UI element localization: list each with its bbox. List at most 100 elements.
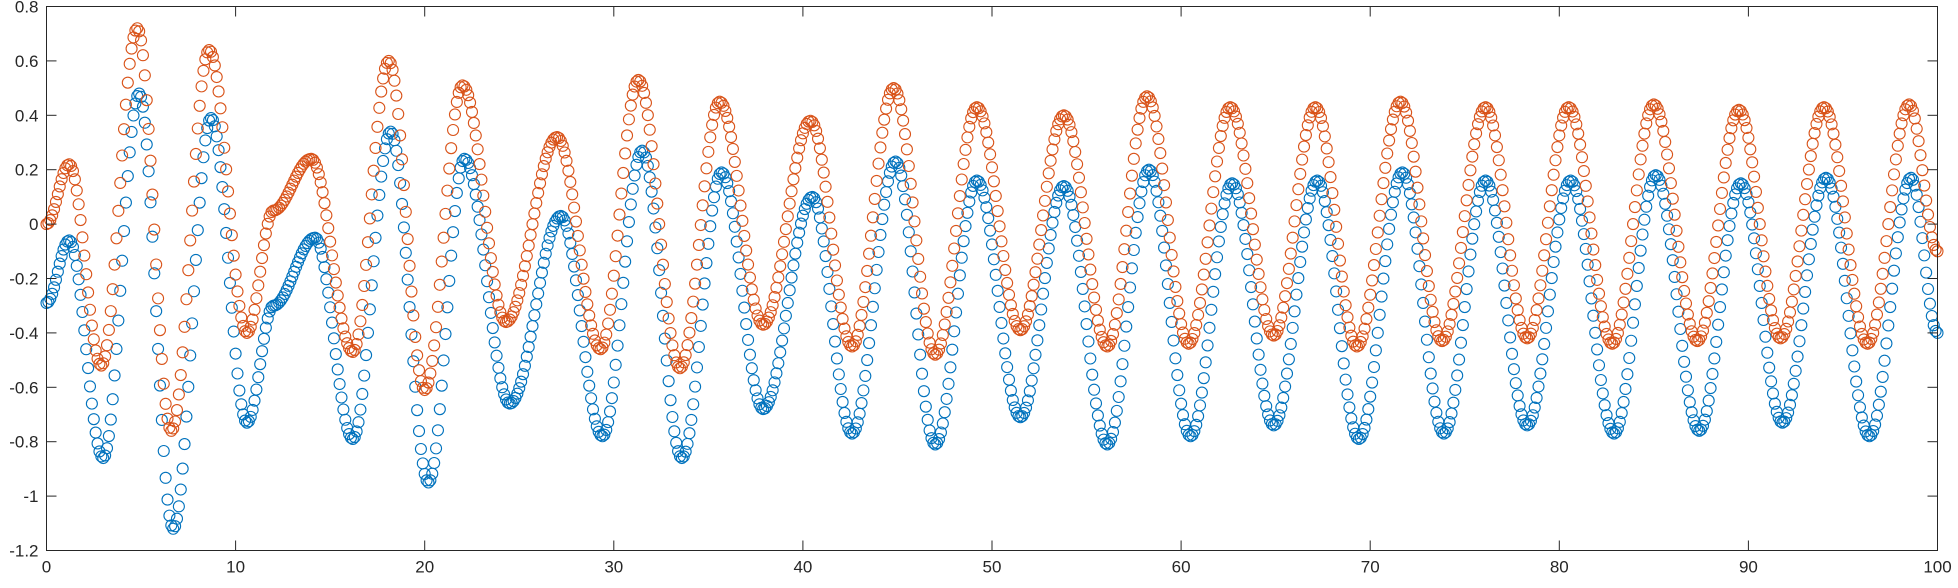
data-point: [1190, 418, 1203, 431]
data-point: [1210, 251, 1224, 264]
data-point: [104, 413, 117, 426]
data-point: [1443, 416, 1456, 429]
data-point: [1906, 104, 1919, 117]
data-point: [176, 346, 189, 359]
data-point: [1725, 207, 1738, 220]
data-point: [1418, 249, 1432, 262]
data-point: [518, 359, 531, 372]
data-point: [1460, 283, 1473, 296]
data-point: [524, 330, 537, 343]
data-point: [144, 154, 157, 167]
data-point: [360, 258, 373, 271]
data-point: [747, 293, 760, 306]
data-point: [915, 367, 929, 380]
data-point: [87, 413, 100, 426]
data-point: [403, 259, 416, 272]
data-point: [1405, 198, 1418, 211]
data-point: [709, 180, 722, 193]
data-point: [1602, 333, 1615, 346]
data-point: [492, 298, 505, 311]
data-point: [1538, 249, 1551, 262]
data-point: [953, 269, 966, 282]
data-point: [1666, 192, 1679, 205]
data-point: [63, 234, 76, 247]
data-point: [426, 467, 439, 480]
data-point: [1158, 179, 1171, 192]
data-point: [1248, 238, 1261, 251]
data-point: [1464, 248, 1477, 261]
data-point: [1265, 418, 1278, 431]
data-point: [507, 306, 520, 319]
data-point: [254, 358, 267, 371]
data-point: [1621, 267, 1634, 280]
data-point: [1702, 394, 1715, 407]
data-point: [1159, 259, 1173, 272]
data-point: [950, 306, 963, 319]
data-point: [1710, 235, 1723, 248]
data-point: [1468, 218, 1481, 231]
data-point: [494, 372, 507, 385]
data-point: [620, 129, 634, 142]
data-point: [1091, 314, 1104, 327]
data-point: [1254, 363, 1267, 376]
data-point: [976, 184, 989, 197]
data-point: [1538, 337, 1551, 351]
data-point: [1379, 161, 1392, 174]
data-point: [1267, 419, 1280, 432]
data-point: [1838, 211, 1851, 224]
data-point: [583, 379, 596, 392]
data-point: [1401, 114, 1415, 127]
data-point: [868, 282, 881, 295]
data-point: [520, 350, 533, 363]
data-point: [331, 363, 344, 376]
data-point: [314, 176, 327, 189]
data-point: [350, 338, 363, 351]
y-tick-label: -0.4: [9, 324, 38, 343]
data-point: [172, 500, 185, 513]
data-point: [1035, 303, 1048, 316]
data-point: [1417, 232, 1430, 245]
data-point: [1089, 397, 1103, 410]
data-point: [789, 247, 802, 260]
data-point: [1708, 251, 1721, 265]
data-point: [450, 186, 463, 199]
data-point: [1038, 194, 1051, 207]
data-point: [405, 285, 418, 298]
data-point: [1857, 333, 1870, 346]
data-point: [1343, 321, 1356, 334]
data-point: [492, 361, 505, 374]
data-point: [484, 306, 497, 319]
data-point: [1706, 267, 1719, 280]
data-point: [1146, 101, 1159, 114]
data-point: [1507, 279, 1520, 292]
data-point: [1507, 363, 1520, 376]
data-point: [902, 159, 915, 173]
data-point: [948, 242, 961, 255]
data-point: [1456, 226, 1469, 239]
data-point: [912, 328, 925, 341]
data-point: [1163, 296, 1176, 310]
data-point: [1831, 212, 1844, 225]
data-point: [1012, 323, 1025, 336]
data-point: [859, 281, 872, 294]
data-point: [1161, 277, 1174, 291]
data-point: [794, 217, 808, 230]
data-point: [639, 96, 653, 109]
data-point: [1543, 200, 1556, 213]
data-point: [857, 384, 870, 397]
data-point: [1676, 339, 1689, 352]
data-point: [91, 437, 104, 450]
data-point: [968, 175, 982, 188]
data-point: [1732, 103, 1745, 116]
data-point: [791, 151, 804, 164]
data-point: [1804, 150, 1817, 163]
data-point: [772, 357, 785, 370]
data-point: [1453, 257, 1466, 270]
data-point: [520, 250, 533, 263]
data-point: [1763, 361, 1776, 374]
data-point: [1551, 140, 1564, 154]
x-tick-label: 80: [1550, 558, 1569, 577]
data-point: [948, 325, 961, 338]
data-point: [724, 131, 738, 144]
data-point: [1696, 419, 1710, 432]
